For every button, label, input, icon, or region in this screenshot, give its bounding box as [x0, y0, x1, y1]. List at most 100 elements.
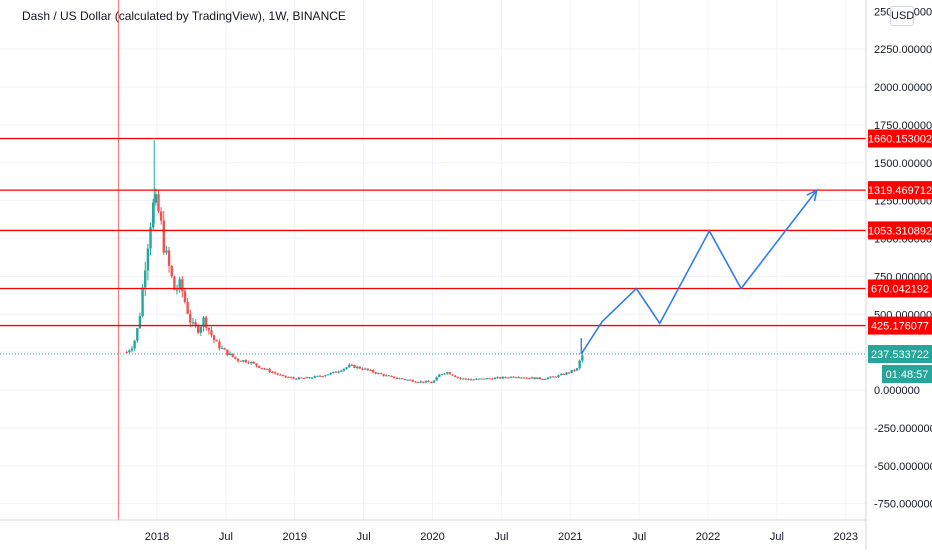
- candle-body: [512, 376, 515, 378]
- candle-body: [244, 360, 248, 363]
- candle-body: [215, 340, 218, 342]
- candle-body: [363, 368, 367, 370]
- candle-body: [411, 379, 414, 382]
- candle-body: [448, 372, 452, 375]
- y-tick-label: -750.000000: [874, 499, 932, 511]
- candle-body: [234, 356, 237, 359]
- candle-body: [157, 194, 160, 212]
- candle-body: [287, 377, 290, 379]
- candle-body: [228, 353, 232, 355]
- candle-body: [284, 375, 287, 378]
- x-tick-label: 2022: [696, 531, 720, 543]
- candle-body: [491, 378, 494, 380]
- candle-body: [202, 317, 205, 327]
- candle-body: [186, 302, 189, 314]
- candle-body: [295, 378, 298, 380]
- candle-body: [247, 362, 250, 364]
- candle-body: [316, 375, 319, 377]
- candle-body: [289, 377, 293, 379]
- projection-drawing[interactable]: [580, 188, 818, 355]
- candle-body: [385, 375, 388, 377]
- candle-body: [340, 370, 343, 372]
- candle-body: [424, 381, 428, 383]
- candle-body: [348, 364, 351, 368]
- y-tick-label: -500.000000: [874, 461, 932, 473]
- candle-body: [559, 373, 563, 376]
- candle-body: [551, 376, 555, 378]
- x-tick-label: Jul: [357, 531, 371, 543]
- candle-body: [138, 316, 142, 329]
- candle-body: [239, 360, 242, 362]
- level-price-tag: [868, 129, 932, 148]
- candle-body: [371, 369, 375, 373]
- candle-body: [329, 372, 332, 375]
- candle-body: [353, 364, 356, 368]
- candle-body: [263, 368, 266, 370]
- candle-body: [273, 372, 277, 374]
- candle-body: [506, 377, 510, 379]
- candle-body: [305, 377, 309, 379]
- candle-body: [257, 365, 261, 368]
- candle-body: [541, 378, 544, 380]
- horizontal-levels[interactable]: [0, 137, 866, 355]
- candle-body: [133, 340, 136, 349]
- candle-body: [480, 378, 483, 380]
- candle-body: [321, 376, 324, 378]
- currency-button[interactable]: USD: [890, 6, 914, 26]
- price-axis[interactable]: 2250.000000 2000.000000 1750.000000 1500.00…: [865, 0, 932, 550]
- candle-body: [268, 369, 271, 373]
- candle-body: [387, 375, 391, 377]
- last-price-label: 237.533722: [871, 349, 929, 361]
- candle-body: [456, 376, 460, 378]
- candle-body: [369, 369, 372, 371]
- candle-body: [544, 378, 547, 380]
- candle-body: [443, 373, 446, 375]
- candle-body: [517, 377, 520, 379]
- last-price-tag: [868, 345, 932, 364]
- candle-body: [249, 362, 253, 364]
- x-tick-label: Jul: [632, 531, 646, 543]
- projection-path[interactable]: [580, 189, 818, 355]
- y-tick-label: 0.000000: [874, 385, 920, 397]
- candle-body: [212, 335, 216, 341]
- candle-body: [562, 373, 565, 375]
- level-price-label: 1660.153002: [868, 133, 932, 145]
- candle-body: [533, 377, 536, 380]
- candle-body: [159, 211, 163, 221]
- candle-body: [242, 360, 245, 362]
- candle-body: [509, 376, 513, 378]
- candle-body: [520, 377, 523, 379]
- x-tick-label: 2019: [283, 531, 307, 543]
- candle-body: [408, 379, 412, 381]
- level-price-label: 1319.469712: [868, 185, 932, 197]
- candle-body: [570, 370, 573, 373]
- candle-body: [350, 364, 354, 366]
- y-tick-label: 1500.000000: [874, 158, 932, 170]
- candle-body: [573, 370, 576, 372]
- candle-body: [141, 287, 144, 317]
- x-tick-label: Jul: [770, 531, 784, 543]
- level-price-tag: [868, 221, 932, 240]
- candle-body: [430, 382, 433, 384]
- candle-body: [549, 376, 552, 378]
- candle-body: [403, 379, 407, 381]
- candle-body: [472, 379, 475, 381]
- candle-body: [167, 250, 171, 266]
- grid-lines: [0, 0, 866, 520]
- x-tick-label: 2018: [145, 531, 169, 543]
- candle-body: [276, 373, 279, 375]
- candle-body: [231, 353, 234, 357]
- time-axis[interactable]: 2018 Jul 2019 Jul 2020 Jul 2021 Jul 2022 Jul 2023: [0, 519, 866, 543]
- candle-body: [260, 367, 263, 369]
- candle-body: [199, 326, 203, 333]
- candle-body: [128, 350, 131, 353]
- candle-body: [453, 375, 457, 377]
- candle-body: [406, 379, 409, 381]
- x-tick-label: 2021: [558, 531, 582, 543]
- candle-body: [459, 377, 462, 379]
- chart-title: Dash / US Dollar (calculated by TradingV…: [22, 9, 346, 23]
- countdown-tag: [882, 365, 932, 384]
- candle-body: [162, 220, 165, 253]
